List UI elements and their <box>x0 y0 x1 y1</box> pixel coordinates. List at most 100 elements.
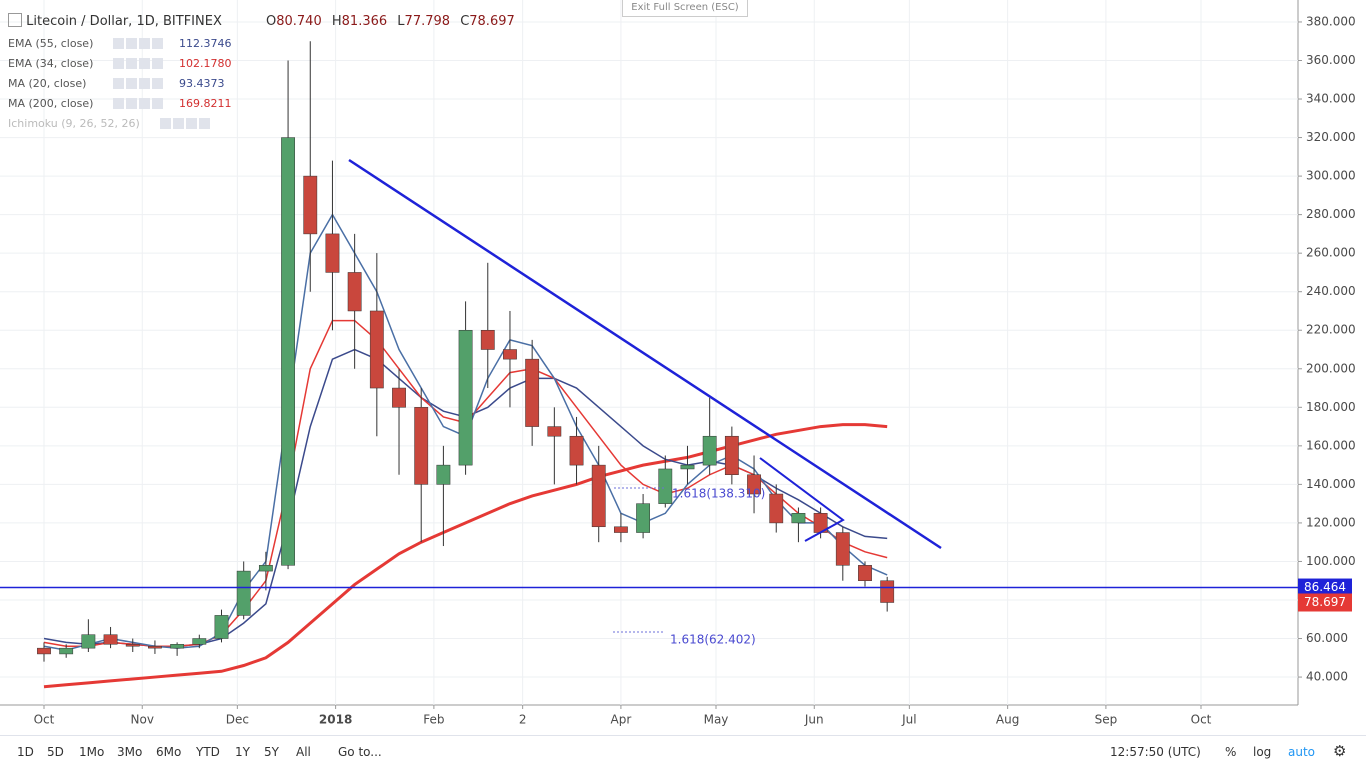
range-button[interactable]: 1D <box>17 745 34 759</box>
indicator-name: MA (200, close) <box>8 97 94 110</box>
icon-button[interactable] <box>152 98 163 109</box>
icon-button[interactable] <box>173 118 184 129</box>
candle-body <box>769 493 784 524</box>
x-tick-label: 2 <box>519 713 527 727</box>
clock: 12:57:50 (UTC) <box>1110 745 1201 759</box>
y-tick-label: 320.000 <box>1306 130 1356 144</box>
icon-button[interactable] <box>152 38 163 49</box>
indicator-name: EMA (34, close) <box>8 57 94 70</box>
icon-button[interactable] <box>126 38 137 49</box>
y-tick-label: 180.000 <box>1306 400 1356 414</box>
x-tick-label: May <box>704 713 729 727</box>
indicator-icons <box>160 118 216 129</box>
ohlc-value: 77.798 <box>404 14 451 29</box>
symbol[interactable]: Litecoin / Dollar, 1D, BITFINEX <box>26 14 222 29</box>
log-toggle[interactable]: log <box>1253 745 1272 759</box>
auto-toggle[interactable]: auto <box>1288 745 1316 759</box>
y-tick-label: 380.000 <box>1306 14 1356 28</box>
indicator-icons <box>113 98 169 109</box>
icon-button[interactable] <box>113 98 124 109</box>
indicator-value: 102.1780 <box>179 57 232 70</box>
icon-button[interactable] <box>126 58 137 69</box>
icon-button[interactable] <box>113 78 124 89</box>
icon-button[interactable] <box>160 118 171 129</box>
range-button[interactable]: 3Mo <box>117 745 143 759</box>
candle-body <box>325 233 340 273</box>
range-button[interactable]: 1Y <box>235 745 250 759</box>
x-tick-label: Jun <box>804 713 824 727</box>
y-tick-label: 240.000 <box>1306 284 1356 298</box>
icon-button[interactable] <box>139 58 150 69</box>
candle-body <box>258 565 273 572</box>
indicator-value: 93.4373 <box>179 77 225 90</box>
ohlc-label: L <box>397 14 405 29</box>
indicator-row: EMA (55, close) 112.3746 <box>8 37 232 50</box>
candle-body <box>103 634 118 645</box>
range-button[interactable]: YTD <box>196 745 220 759</box>
icon-button[interactable] <box>139 38 150 49</box>
goto[interactable]: Go to... <box>338 745 382 759</box>
icon-button[interactable] <box>113 58 124 69</box>
candle-body <box>214 615 229 639</box>
range-button[interactable]: 5D <box>47 745 64 759</box>
ohlc-value: 81.366 <box>341 14 388 29</box>
candle-body <box>503 349 517 360</box>
candle-body <box>658 468 673 504</box>
candle-body <box>680 464 695 470</box>
icon-button[interactable] <box>139 78 150 89</box>
y-tick-label: 260.000 <box>1306 246 1356 260</box>
ohlc-label: H <box>331 14 342 29</box>
y-tick-label: 360.000 <box>1306 53 1356 67</box>
icon-button[interactable] <box>113 38 124 49</box>
indicator-name: Ichimoku (9, 26, 52, 26) <box>8 117 140 130</box>
exit-fullscreen[interactable]: Exit Full Screen (ESC) <box>622 0 748 17</box>
y-tick-label: 200.000 <box>1306 361 1356 375</box>
candle-body <box>236 570 251 616</box>
icon-button[interactable] <box>126 98 137 109</box>
x-tick-label: Oct <box>1191 713 1212 727</box>
candle-body <box>148 645 162 649</box>
candle-body <box>480 329 495 350</box>
indicator-value: 169.8211 <box>179 97 232 110</box>
icon-button[interactable] <box>152 58 163 69</box>
settings[interactable]: ⚙ <box>1333 742 1347 760</box>
candle-body <box>747 474 761 495</box>
ohlc-label: O <box>266 14 277 29</box>
candle-body <box>702 435 717 466</box>
y-tick-label: 40.000 <box>1306 670 1348 684</box>
y-tick-label: 340.000 <box>1306 92 1356 106</box>
range-button[interactable]: All <box>296 745 311 759</box>
indicator-icons <box>113 38 169 49</box>
last-price-label: 78.697 <box>1304 595 1346 609</box>
y-tick-label: 280.000 <box>1306 207 1356 221</box>
candle-body <box>81 634 96 649</box>
symbol-header: Litecoin / Dollar, 1D, BITFINEX O80.740 … <box>8 13 515 29</box>
range-button[interactable]: 6Mo <box>156 745 182 759</box>
indicator-row: MA (20, close) 93.4373 <box>8 77 225 90</box>
indicator-value: 112.3746 <box>179 37 232 50</box>
range-button[interactable]: 1Mo <box>79 745 105 759</box>
indicator-row: EMA (34, close) 102.1780 <box>8 57 232 70</box>
icon-button[interactable] <box>199 118 210 129</box>
icon-button[interactable] <box>139 98 150 109</box>
y-tick-label: 140.000 <box>1306 477 1356 491</box>
y-tick-label: 60.000 <box>1306 631 1348 645</box>
level-tag <box>1298 578 1352 597</box>
y-tick-label: 300.000 <box>1306 169 1356 183</box>
range-button[interactable]: 5Y <box>264 745 279 759</box>
x-tick-label: 2018 <box>319 713 352 727</box>
x-tick-label: Apr <box>611 713 632 727</box>
candle-body <box>636 503 651 533</box>
candle-body <box>858 565 872 581</box>
candle-body <box>192 638 207 645</box>
indicator-icons <box>113 78 169 89</box>
trend-line <box>348 158 942 550</box>
candle-body <box>347 272 362 312</box>
icon-button[interactable] <box>186 118 197 129</box>
percent-toggle[interactable]: % <box>1225 745 1237 759</box>
icon-button[interactable] <box>126 78 137 89</box>
candle-body <box>525 358 540 427</box>
icon-button[interactable] <box>152 78 163 89</box>
